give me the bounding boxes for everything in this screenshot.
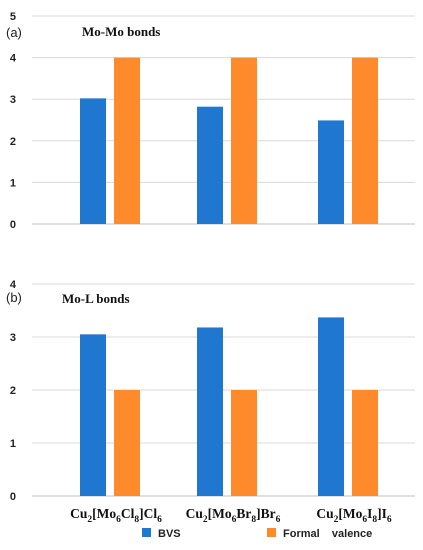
bar-formal-valence xyxy=(231,390,257,496)
panel-b-title: Mo-L bonds xyxy=(62,291,130,306)
bar-bvs xyxy=(197,106,223,224)
y-tick-label: 1 xyxy=(10,438,16,450)
y-tick-label: 2 xyxy=(10,136,16,148)
y-tick-label: 0 xyxy=(10,491,16,503)
y-tick-label: 2 xyxy=(10,385,16,397)
bar-formal-valence xyxy=(114,57,140,224)
y-tick-label: 3 xyxy=(10,94,16,106)
category-label: Cu2[Mo6Br8]Br6 xyxy=(186,506,281,525)
bar-formal-valence xyxy=(114,390,140,496)
bar-bvs xyxy=(318,120,344,224)
bar-bvs xyxy=(80,334,106,496)
panel-a-tag: (a) xyxy=(6,25,22,40)
bar-formal-valence xyxy=(352,390,378,496)
category-label: Cu2[Mo6I8]I6 xyxy=(316,506,392,525)
y-tick-label: 4 xyxy=(10,53,17,65)
bar-formal-valence xyxy=(231,57,257,224)
legend: BVS Formal valence xyxy=(142,528,372,540)
bar-bvs xyxy=(318,317,344,496)
y-tick-label: 1 xyxy=(10,177,16,189)
panel-b-tag: (b) xyxy=(6,290,22,305)
y-tick-label: 5 xyxy=(10,11,16,23)
panel-a-mo-mo-bonds: (a) Mo-Mo bonds 0 1 2 3 4 5 xyxy=(6,11,415,231)
category-labels: Cu2[Mo6Cl8]Cl6 Cu2[Mo6Br8]Br6 Cu2[Mo6I8]I6 xyxy=(70,506,392,525)
y-tick-label: 4 xyxy=(10,279,17,291)
legend-swatch xyxy=(142,528,151,537)
y-tick-label: 0 xyxy=(10,219,16,231)
panel-a-title: Mo-Mo bonds xyxy=(82,24,160,39)
legend-label: BVS xyxy=(158,528,181,540)
bar-bvs xyxy=(80,98,106,224)
legend-swatch xyxy=(267,528,276,537)
y-tick-label: 3 xyxy=(10,332,16,344)
legend-label: Formal valence xyxy=(283,528,372,540)
category-label: Cu2[Mo6Cl8]Cl6 xyxy=(70,506,162,525)
bar-formal-valence xyxy=(352,57,378,224)
bar-bvs xyxy=(197,327,223,496)
panel-b-mo-l-bonds: (b) Mo-L bonds 0 1 2 3 4 xyxy=(6,279,415,503)
